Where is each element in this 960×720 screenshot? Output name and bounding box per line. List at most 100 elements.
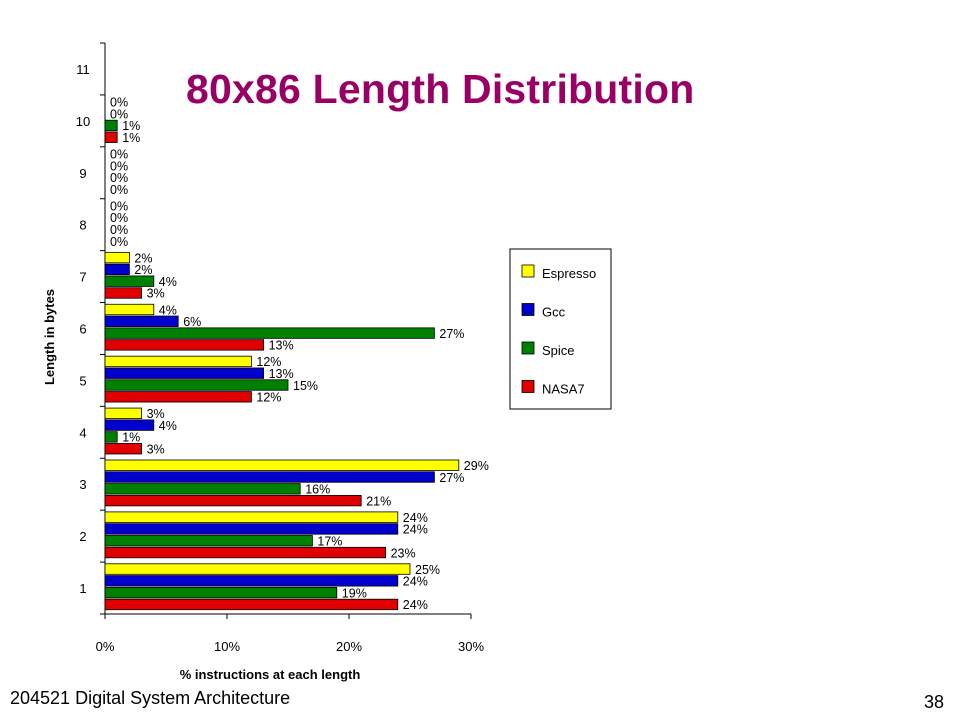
- bar-nasa7: [104, 391, 252, 403]
- y-tick-label: 7: [79, 270, 86, 285]
- bar-espresso: [104, 511, 399, 523]
- chart-legend: Espresso Gcc Spice NASA7: [509, 248, 612, 410]
- bar-espresso: [104, 251, 130, 264]
- legend-swatch-nasa7: [521, 380, 535, 393]
- bar-value-label: 4%: [159, 419, 177, 433]
- bar-value-label: 0%: [110, 199, 128, 213]
- x-tick-label: 30%: [458, 639, 484, 654]
- bar-value-label: 3%: [147, 287, 165, 301]
- x-tick-label: 10%: [214, 639, 240, 654]
- bar-gcc: [104, 263, 130, 276]
- footer-course-name: 204521 Digital System Architecture: [10, 688, 291, 708]
- bar-value-label: 4%: [159, 303, 177, 317]
- legend-label-espresso: Espresso: [542, 266, 596, 281]
- legend-swatch-gcc: [521, 303, 535, 316]
- x-axis-title: % instructions at each length: [180, 667, 361, 682]
- bar-nasa7: [104, 598, 399, 611]
- y-tick-label: 8: [79, 218, 86, 233]
- bar-value-label: 1%: [122, 431, 140, 445]
- bar-espresso: [104, 407, 142, 419]
- y-tick-label: 5: [79, 373, 86, 388]
- bar-value-label: 16%: [305, 483, 330, 497]
- bar-espresso: [104, 355, 252, 368]
- bar-value-label: 27%: [439, 471, 464, 485]
- y-tick-label: 6: [79, 322, 86, 337]
- bar-value-label: 0%: [110, 211, 128, 225]
- bar-gcc: [104, 575, 399, 587]
- bar-nasa7: [104, 494, 362, 507]
- bar-value-label: 21%: [366, 494, 391, 508]
- y-tick-label: 4: [79, 425, 86, 440]
- bar-espresso: [104, 303, 155, 316]
- legend-swatch-espresso: [521, 264, 535, 278]
- bar-value-label: 0%: [110, 159, 128, 173]
- bar-value-label: 3%: [147, 442, 165, 456]
- bar-spice: [104, 275, 155, 287]
- bar-gcc: [104, 523, 399, 535]
- y-tick-label: 2: [79, 529, 86, 544]
- bar-nasa7: [104, 443, 142, 455]
- bar-nasa7: [104, 131, 118, 143]
- bar-value-label: 0%: [110, 183, 128, 197]
- chart-axes: 1 2 3 4 5 6 7 8 9 10 11 0% 10% 20% 30% % instructions a…: [42, 42, 484, 682]
- bar-spice: [104, 379, 289, 391]
- bar-nasa7: [104, 287, 142, 299]
- x-tick-label: 20%: [336, 639, 362, 654]
- bar-value-label: 23%: [391, 546, 416, 560]
- bar-value-label: 13%: [269, 339, 294, 353]
- bar-value-label: 0%: [110, 223, 128, 237]
- bar-value-label: 24%: [403, 523, 428, 537]
- bar-spice: [104, 483, 301, 495]
- bar-gcc: [104, 367, 265, 379]
- legend-label-spice: Spice: [542, 343, 575, 358]
- slide-title: 80x86 Length Distribution: [186, 66, 695, 112]
- bar-value-label: 12%: [256, 355, 281, 369]
- bar-spice: [104, 119, 118, 132]
- bar-value-label: 1%: [122, 119, 140, 133]
- y-tick-label: 1: [79, 581, 86, 596]
- footer-page-number: 38: [924, 692, 945, 712]
- y-axis-title: Length in bytes: [42, 289, 57, 385]
- y-tick-label: 3: [79, 477, 86, 492]
- bar-nasa7: [104, 339, 265, 351]
- bar-value-label: 3%: [147, 407, 165, 421]
- legend-label-gcc: Gcc: [542, 305, 566, 320]
- bar-value-label: 0%: [110, 171, 128, 185]
- y-tick-label: 11: [76, 62, 90, 77]
- bar-spice: [104, 535, 313, 547]
- bar-espresso: [104, 563, 411, 575]
- bar-spice: [104, 587, 338, 599]
- bar-value-label: 15%: [293, 379, 318, 393]
- y-tick-label: 9: [79, 166, 86, 181]
- bar-value-label: 0%: [110, 96, 128, 110]
- bar-value-label: 0%: [110, 107, 128, 121]
- x-tick-label: 0%: [96, 639, 115, 654]
- bar-value-label: 17%: [317, 534, 342, 548]
- bar-spice: [104, 431, 118, 443]
- legend-swatch-spice: [521, 341, 535, 355]
- bar-value-label: 13%: [269, 367, 294, 381]
- bar-espresso: [104, 459, 460, 471]
- bar-gcc: [104, 315, 179, 327]
- chart-bars: [104, 119, 460, 611]
- bar-value-label: 0%: [110, 148, 128, 162]
- bar-gcc: [104, 419, 155, 431]
- bar-value-label: 24%: [403, 598, 428, 612]
- bar-value-label: 24%: [403, 575, 428, 589]
- bar-value-label: 0%: [110, 235, 128, 249]
- bar-value-label: 19%: [342, 586, 367, 600]
- bar-spice: [104, 327, 435, 339]
- bar-value-label: 2%: [134, 251, 152, 265]
- bar-value-label: 27%: [439, 327, 464, 341]
- bar-value-label: 29%: [464, 459, 489, 473]
- legend-label-nasa7: NASA7: [542, 382, 585, 397]
- bar-nasa7: [104, 546, 387, 559]
- y-tick-label: 10: [76, 114, 90, 129]
- bar-gcc: [104, 471, 435, 483]
- bar-value-label: 4%: [159, 275, 177, 289]
- bar-value-label: 24%: [403, 511, 428, 525]
- bar-value-label: 1%: [122, 131, 140, 145]
- bar-value-label: 2%: [134, 263, 152, 277]
- chart-bar-labels: 25%24%19%24%24%24%17%23%29%27%16%21%3%4%…: [110, 96, 489, 613]
